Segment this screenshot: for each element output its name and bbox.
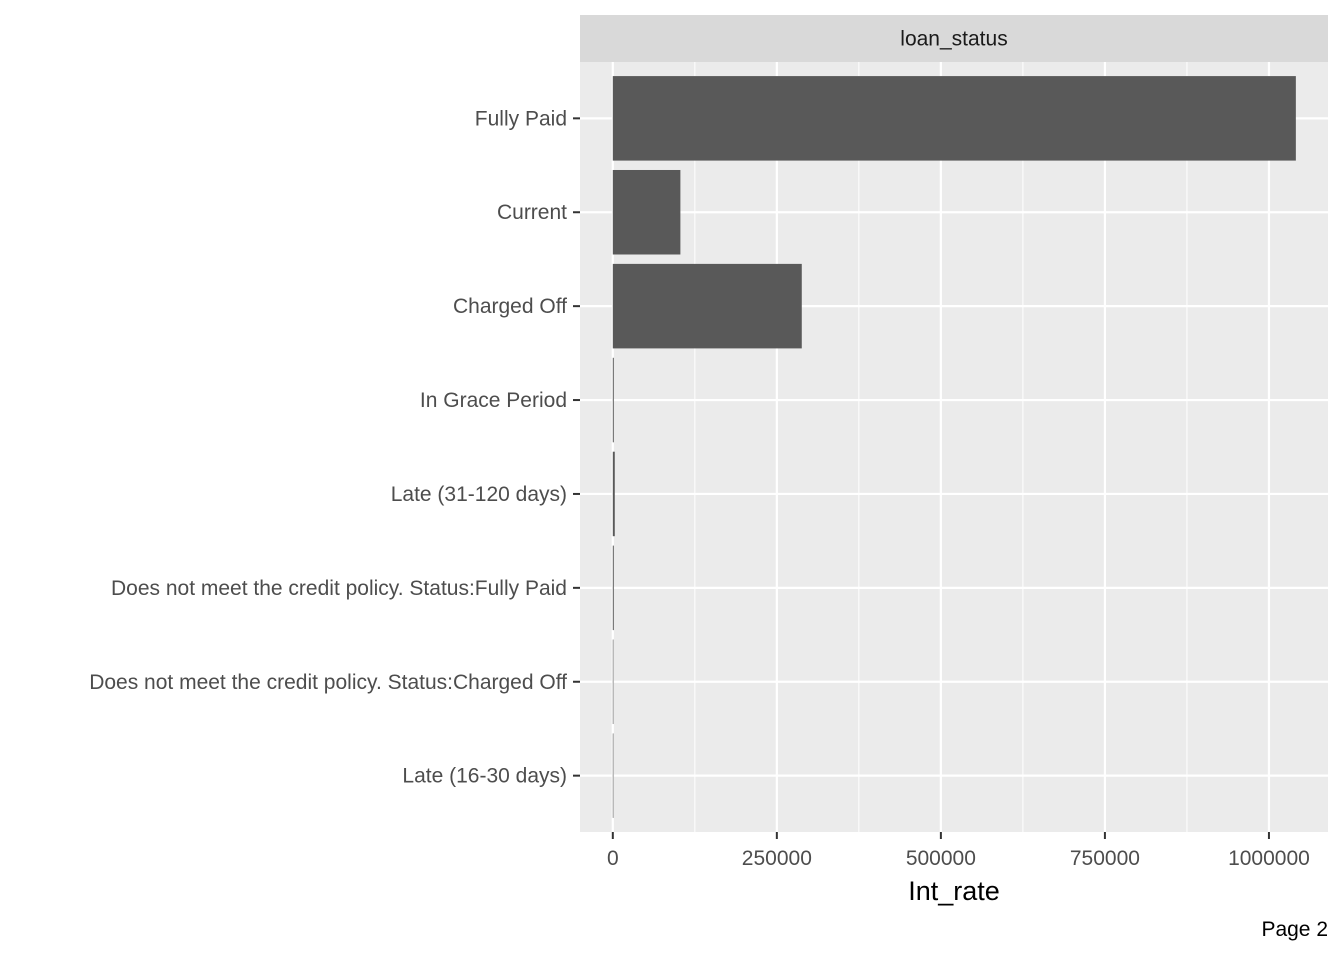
bar <box>612 76 1296 161</box>
facet-strip-label: loan_status <box>900 28 1007 51</box>
x-tick-label: 0 <box>607 847 619 870</box>
facet-strip <box>580 15 1328 62</box>
bar <box>612 545 614 631</box>
bar <box>612 263 802 349</box>
y-tick-label: Does not meet the credit policy. Status:… <box>89 671 567 694</box>
y-tick-label: Late (16-30 days) <box>402 765 567 788</box>
y-tick-label: Current <box>497 201 567 224</box>
y-tick-label: Charged Off <box>453 295 567 318</box>
x-tick-label: 1000000 <box>1228 847 1310 870</box>
plot-panel <box>580 62 1328 832</box>
y-tick-label: Late (31-120 days) <box>391 483 567 506</box>
bars <box>612 76 1296 818</box>
page-number: Page 2 <box>1261 918 1328 941</box>
x-tick-label: 250000 <box>742 847 812 870</box>
y-tick-label: Fully Paid <box>475 107 567 130</box>
y-tick-label: Does not meet the credit policy. Status:… <box>111 577 567 600</box>
x-tick-label: 750000 <box>1070 847 1140 870</box>
y-axis: Fully Paid Current Charged Off In Grace Per… <box>89 107 580 788</box>
bar <box>612 733 614 818</box>
x-tick-label: 500000 <box>906 847 976 870</box>
y-tick-label: In Grace Period <box>420 389 567 412</box>
bar <box>612 639 614 725</box>
bar <box>612 357 614 443</box>
bar <box>612 451 615 537</box>
x-axis: 0 250000 500000 750000 1000000 <box>607 832 1310 870</box>
bar <box>612 169 681 255</box>
x-axis-title: Int_rate <box>908 876 1000 906</box>
